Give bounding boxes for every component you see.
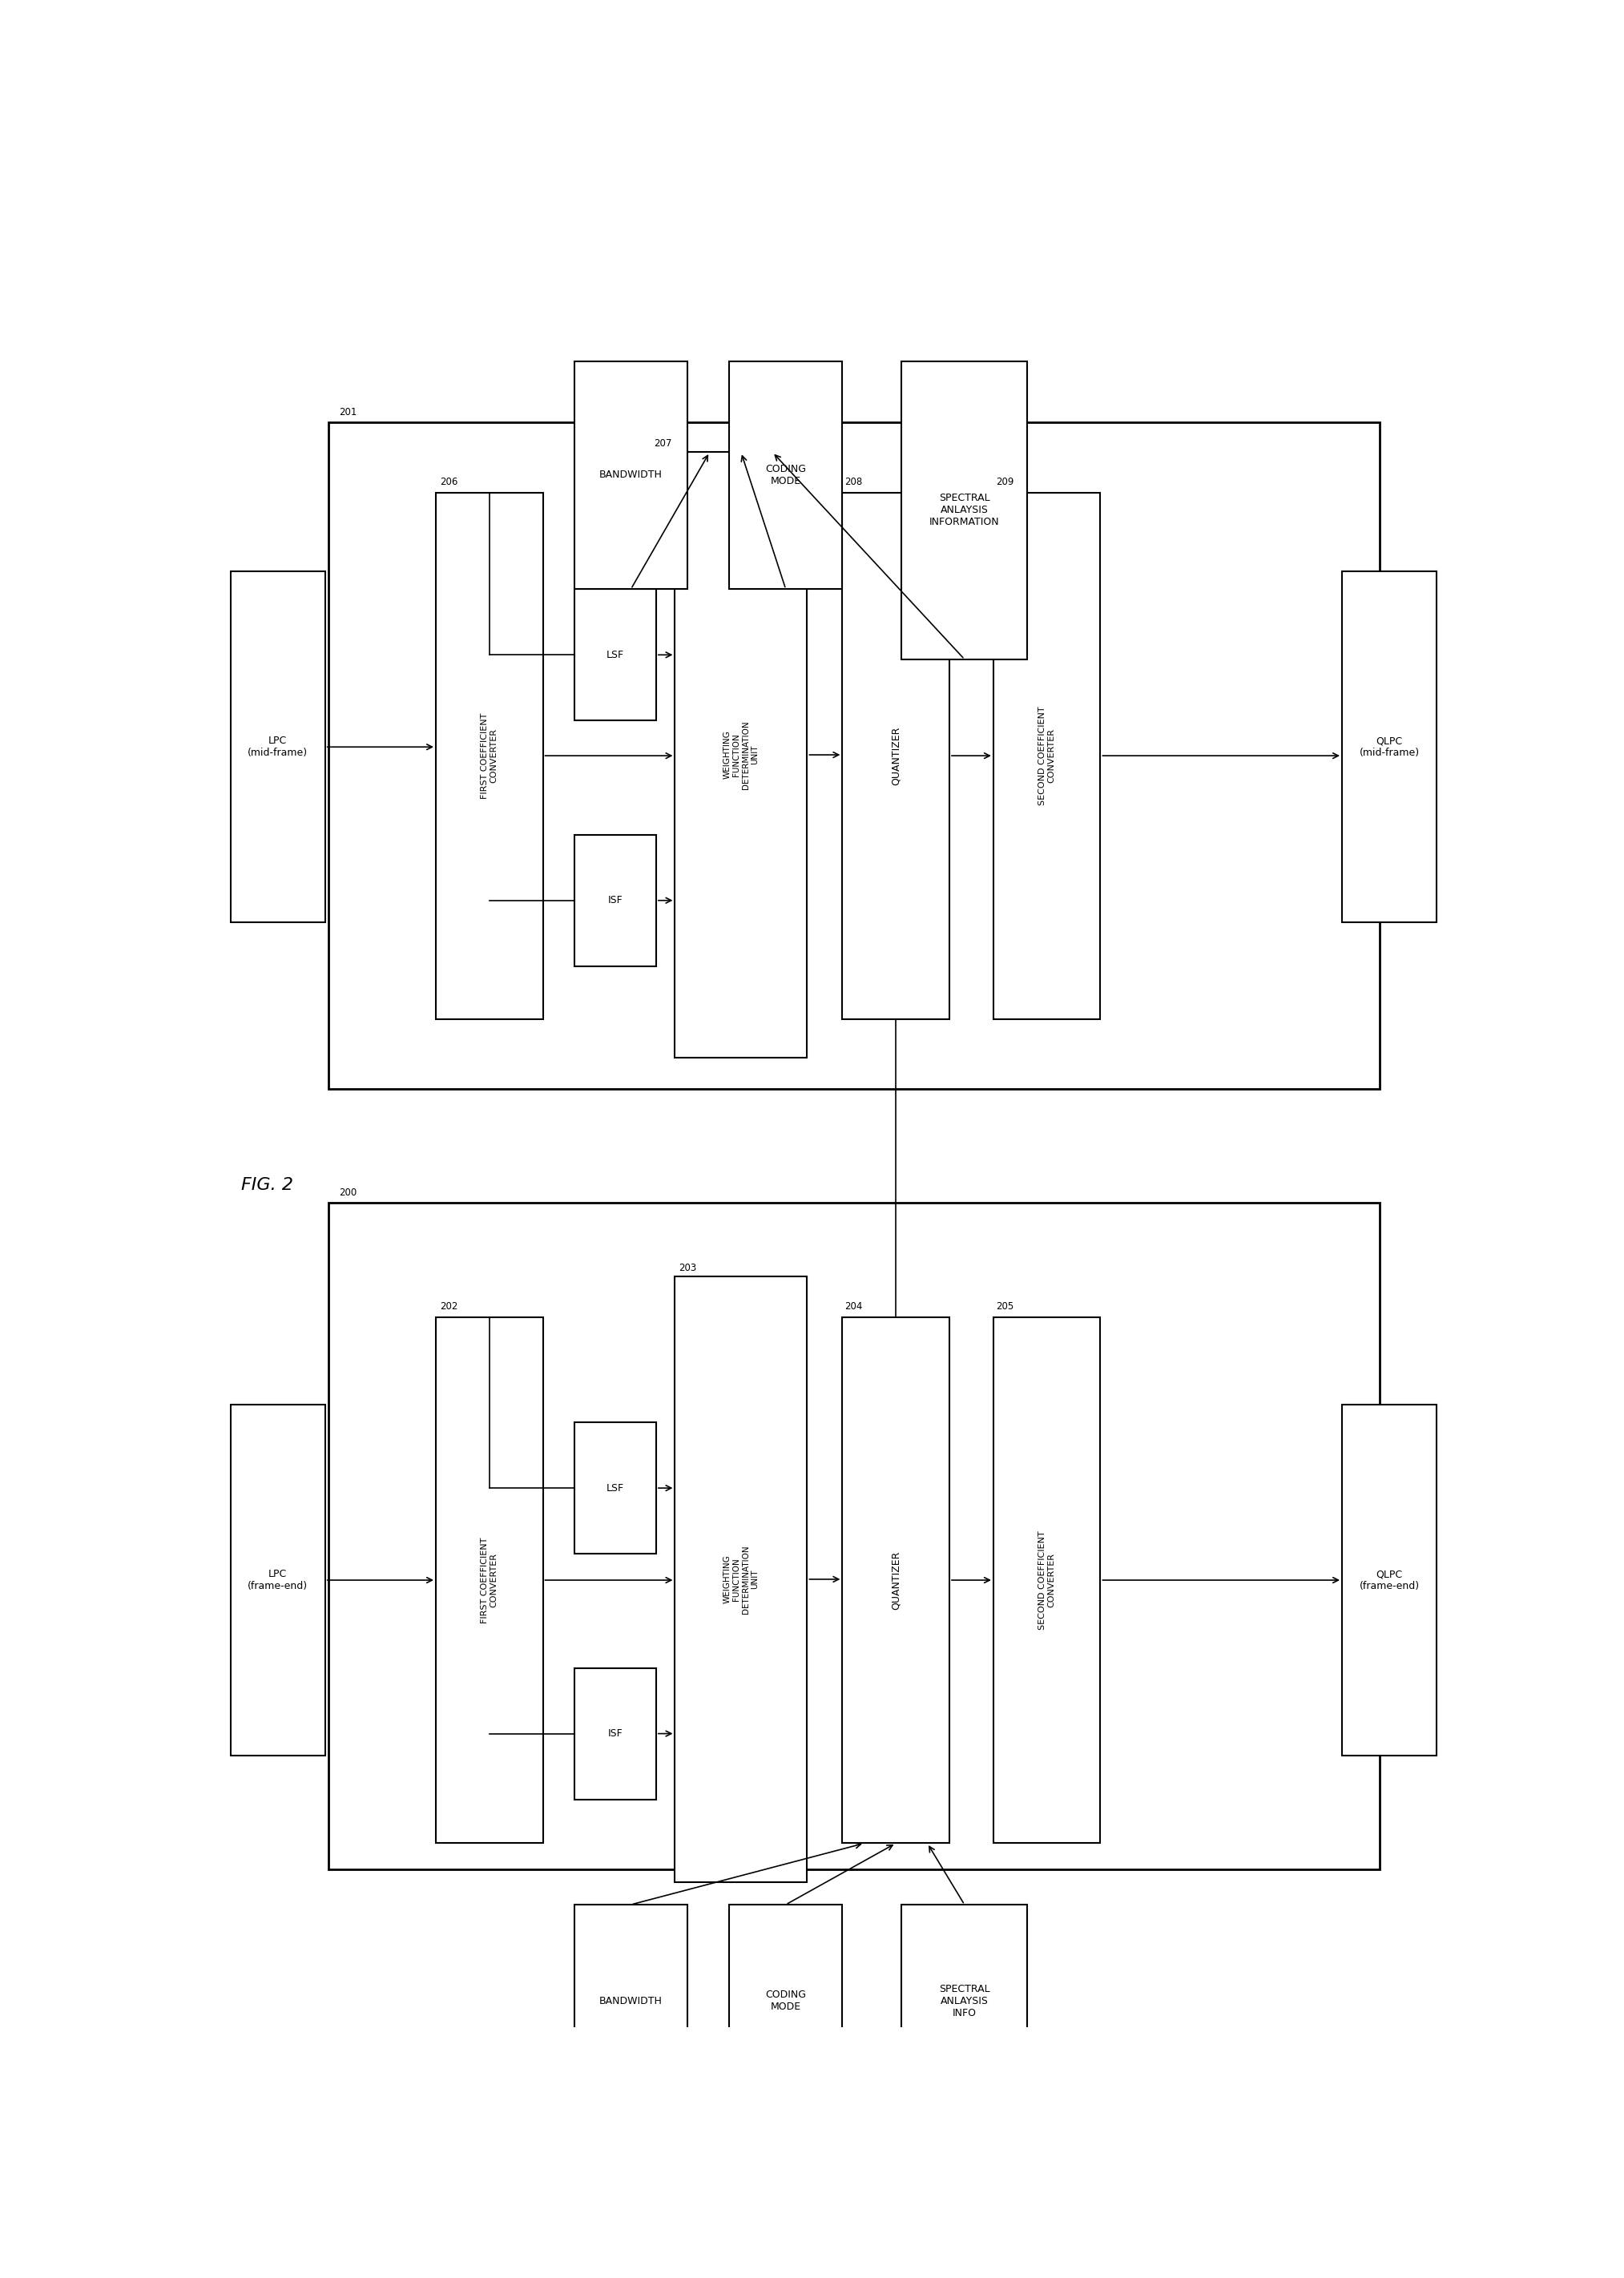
Text: LPC
(mid-frame): LPC (mid-frame) xyxy=(248,736,309,759)
Text: FIRST COEFFICIENT
CONVERTER: FIRST COEFFICIENT CONVERTER xyxy=(481,1538,499,1624)
Text: QUANTIZER: QUANTIZER xyxy=(890,727,901,786)
Text: 208: 208 xyxy=(844,476,862,487)
Text: 209: 209 xyxy=(996,476,1013,487)
Bar xyxy=(328,421,1380,1089)
Text: 201: 201 xyxy=(339,408,357,417)
Text: LSF: LSF xyxy=(606,1483,624,1494)
Bar xyxy=(1341,572,1437,923)
Bar xyxy=(231,1406,325,1756)
Bar xyxy=(843,492,950,1018)
Text: 202: 202 xyxy=(440,1301,458,1312)
Bar xyxy=(1341,1406,1437,1756)
Text: SPECTRAL
ANLAYSIS
INFO: SPECTRAL ANLAYSIS INFO xyxy=(939,1984,991,2018)
Text: WEIGHTING
FUNCTION
DETERMINATION
UNIT: WEIGHTING FUNCTION DETERMINATION UNIT xyxy=(723,720,758,788)
Text: SECOND COEFFICIENT
CONVERTER: SECOND COEFFICIENT CONVERTER xyxy=(1038,1531,1056,1629)
Bar xyxy=(575,590,656,720)
Text: FIRST COEFFICIENT
CONVERTER: FIRST COEFFICIENT CONVERTER xyxy=(481,713,499,800)
Bar xyxy=(676,1276,807,1882)
Text: QUANTIZER: QUANTIZER xyxy=(890,1551,901,1611)
Bar xyxy=(676,453,807,1057)
Bar xyxy=(575,362,687,590)
Text: CODING
MODE: CODING MODE xyxy=(765,465,806,485)
Text: SPECTRAL
ANLAYSIS
INFORMATION: SPECTRAL ANLAYSIS INFORMATION xyxy=(929,492,999,528)
Text: QLPC
(mid-frame): QLPC (mid-frame) xyxy=(1359,736,1419,759)
Bar xyxy=(901,1904,1028,2098)
Text: 204: 204 xyxy=(844,1301,862,1312)
Bar xyxy=(994,1317,1101,1843)
Bar xyxy=(435,1317,542,1843)
Bar xyxy=(328,1203,1380,1870)
Bar xyxy=(575,1667,656,1800)
Text: 205: 205 xyxy=(996,1301,1013,1312)
Text: WEIGHTING
FUNCTION
DETERMINATION
UNIT: WEIGHTING FUNCTION DETERMINATION UNIT xyxy=(723,1544,758,1613)
Bar xyxy=(843,1317,950,1843)
Text: ISF: ISF xyxy=(607,1729,622,1738)
Bar xyxy=(231,572,325,923)
Bar xyxy=(729,1904,843,2098)
Bar xyxy=(901,360,1028,658)
Text: QLPC
(frame-end): QLPC (frame-end) xyxy=(1359,1570,1419,1592)
Text: BANDWIDTH: BANDWIDTH xyxy=(599,469,663,481)
Text: 203: 203 xyxy=(679,1262,697,1273)
Text: ISF: ISF xyxy=(607,895,622,907)
Bar xyxy=(994,492,1101,1018)
Text: 206: 206 xyxy=(440,476,458,487)
Text: FIG. 2: FIG. 2 xyxy=(240,1178,292,1194)
Bar xyxy=(435,492,542,1018)
Text: CODING
MODE: CODING MODE xyxy=(765,1991,806,2011)
Text: 207: 207 xyxy=(653,437,671,449)
Text: LPC
(frame-end): LPC (frame-end) xyxy=(248,1570,309,1592)
Text: BANDWIDTH: BANDWIDTH xyxy=(599,1996,663,2007)
Text: SECOND COEFFICIENT
CONVERTER: SECOND COEFFICIENT CONVERTER xyxy=(1038,706,1056,804)
Bar xyxy=(729,362,843,590)
Bar xyxy=(575,1421,656,1554)
Text: LSF: LSF xyxy=(606,649,624,661)
Bar xyxy=(575,834,656,966)
Bar xyxy=(575,1904,687,2098)
Text: 200: 200 xyxy=(339,1187,357,1198)
